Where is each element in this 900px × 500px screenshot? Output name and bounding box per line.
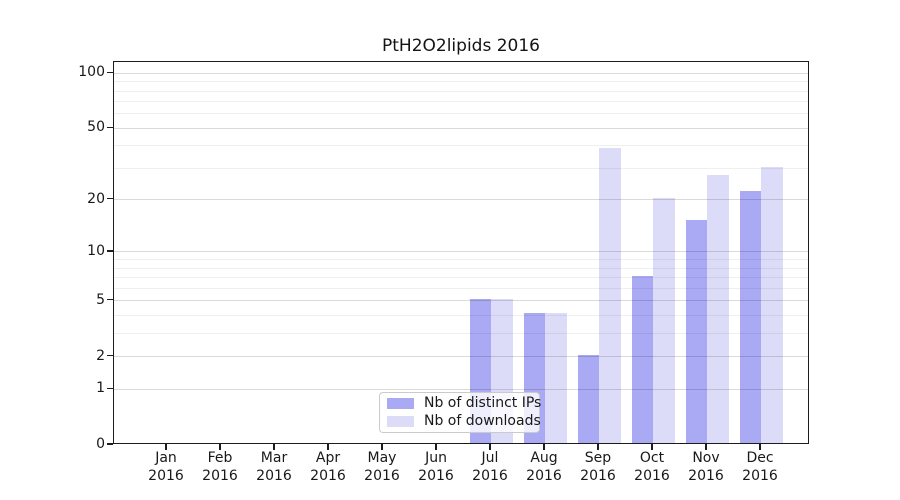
x-tick-month: Aug [530, 450, 558, 466]
x-tick-year: 2016 [256, 467, 292, 484]
x-tick-year: 2016 [580, 467, 616, 484]
y-tick-label-20: 20 [87, 190, 105, 207]
x-tick-label-feb: Feb 2016 [188, 450, 252, 485]
y-tick-mark-0 [107, 443, 113, 445]
y-tick-mark-10 [107, 250, 113, 252]
x-tick-month: Jun [425, 450, 447, 466]
x-tick-month: Oct [639, 450, 665, 466]
x-tick-mark-oct [651, 444, 653, 450]
x-tick-month: Jan [155, 450, 177, 466]
x-tick-year: 2016 [634, 467, 670, 484]
x-tick-month: Feb [207, 450, 233, 466]
bar-distinct-ips-dec [739, 190, 761, 443]
x-tick-label-may: May 2016 [350, 450, 414, 485]
y-tick-mark-5 [107, 299, 113, 301]
x-tick-label-dec: Dec 2016 [728, 450, 792, 485]
x-tick-year: 2016 [310, 467, 346, 484]
x-tick-month: Apr [315, 450, 341, 466]
y-tick-label-50: 50 [87, 119, 105, 136]
bar-downloads-oct [653, 197, 675, 443]
y-tick-label-0: 0 [96, 436, 105, 452]
x-tick-month: Nov [692, 450, 720, 466]
legend-item-downloads: Nb of downloads [387, 414, 541, 429]
x-tick-mark-feb [219, 444, 221, 450]
x-tick-mark-apr [327, 444, 329, 450]
bar-downloads-aug [545, 313, 567, 443]
plot-area [113, 61, 809, 444]
x-tick-year: 2016 [202, 467, 238, 484]
y-tick-label-2: 2 [96, 347, 105, 364]
x-tick-month: Sep [584, 450, 612, 466]
x-tick-mark-dec [759, 444, 761, 450]
x-tick-label-apr: Apr 2016 [296, 450, 360, 485]
x-tick-year: 2016 [418, 467, 454, 484]
y-tick-mark-50 [107, 126, 113, 128]
x-tick-label-nov: Nov 2016 [674, 450, 738, 485]
bar-distinct-ips-nov [685, 219, 707, 443]
legend-swatch-distinct-ips-icon [387, 398, 414, 409]
x-tick-label-aug: Aug 2016 [512, 450, 576, 485]
x-tick-year: 2016 [148, 467, 184, 484]
y-tick-label-1: 1 [96, 380, 105, 397]
x-tick-month: Mar [260, 450, 288, 466]
x-tick-mark-mar [273, 444, 275, 450]
bar-downloads-nov [707, 174, 729, 443]
x-tick-month: Dec [746, 450, 774, 466]
bar-downloads-dec [761, 166, 783, 443]
x-tick-month: Jul [481, 450, 499, 466]
y-tick-mark-2 [107, 354, 113, 357]
y-tick-label-10: 10 [87, 242, 105, 259]
x-tick-label-mar: Mar 2016 [242, 450, 306, 485]
legend-label: Nb of downloads [424, 413, 541, 429]
x-tick-label-jul: Jul 2016 [458, 450, 522, 485]
x-tick-label-jan: Jan 2016 [134, 450, 198, 485]
y-tick-mark-100 [107, 71, 113, 73]
bar-distinct-ips-sep [577, 354, 599, 443]
x-tick-year: 2016 [526, 467, 562, 484]
legend-label: Nb of distinct IPs [424, 395, 542, 411]
y-tick-label-100: 100 [78, 64, 105, 81]
legend-swatch-downloads-icon [387, 416, 414, 427]
chart-title: PtH2O2lipids 2016 [382, 36, 540, 56]
x-tick-mark-may [381, 444, 383, 450]
bars-layer [114, 62, 808, 443]
y-tick-mark-1 [107, 387, 113, 389]
x-tick-year: 2016 [742, 467, 778, 484]
bar-downloads-sep [599, 148, 621, 443]
legend-item-distinct-ips: Nb of distinct IPs [387, 396, 541, 411]
legend: Nb of distinct IPs Nb of downloads [379, 392, 541, 433]
bar-distinct-ips-oct [631, 275, 653, 443]
x-tick-mark-jun [435, 444, 437, 450]
y-tick-label-5: 5 [96, 291, 105, 308]
x-tick-label-jun: Jun 2016 [404, 450, 468, 485]
x-tick-mark-nov [705, 444, 707, 450]
x-tick-mark-aug [543, 444, 545, 450]
x-tick-label-oct: Oct 2016 [620, 450, 684, 485]
x-tick-year: 2016 [364, 467, 400, 484]
x-tick-label-sep: Sep 2016 [566, 450, 630, 485]
x-tick-year: 2016 [472, 467, 508, 484]
x-tick-mark-jul [489, 444, 491, 450]
x-tick-month: May [367, 450, 397, 466]
y-tick-mark-20 [107, 198, 113, 200]
x-tick-mark-jan [165, 444, 167, 450]
x-tick-mark-sep [597, 444, 599, 450]
x-tick-year: 2016 [688, 467, 724, 484]
